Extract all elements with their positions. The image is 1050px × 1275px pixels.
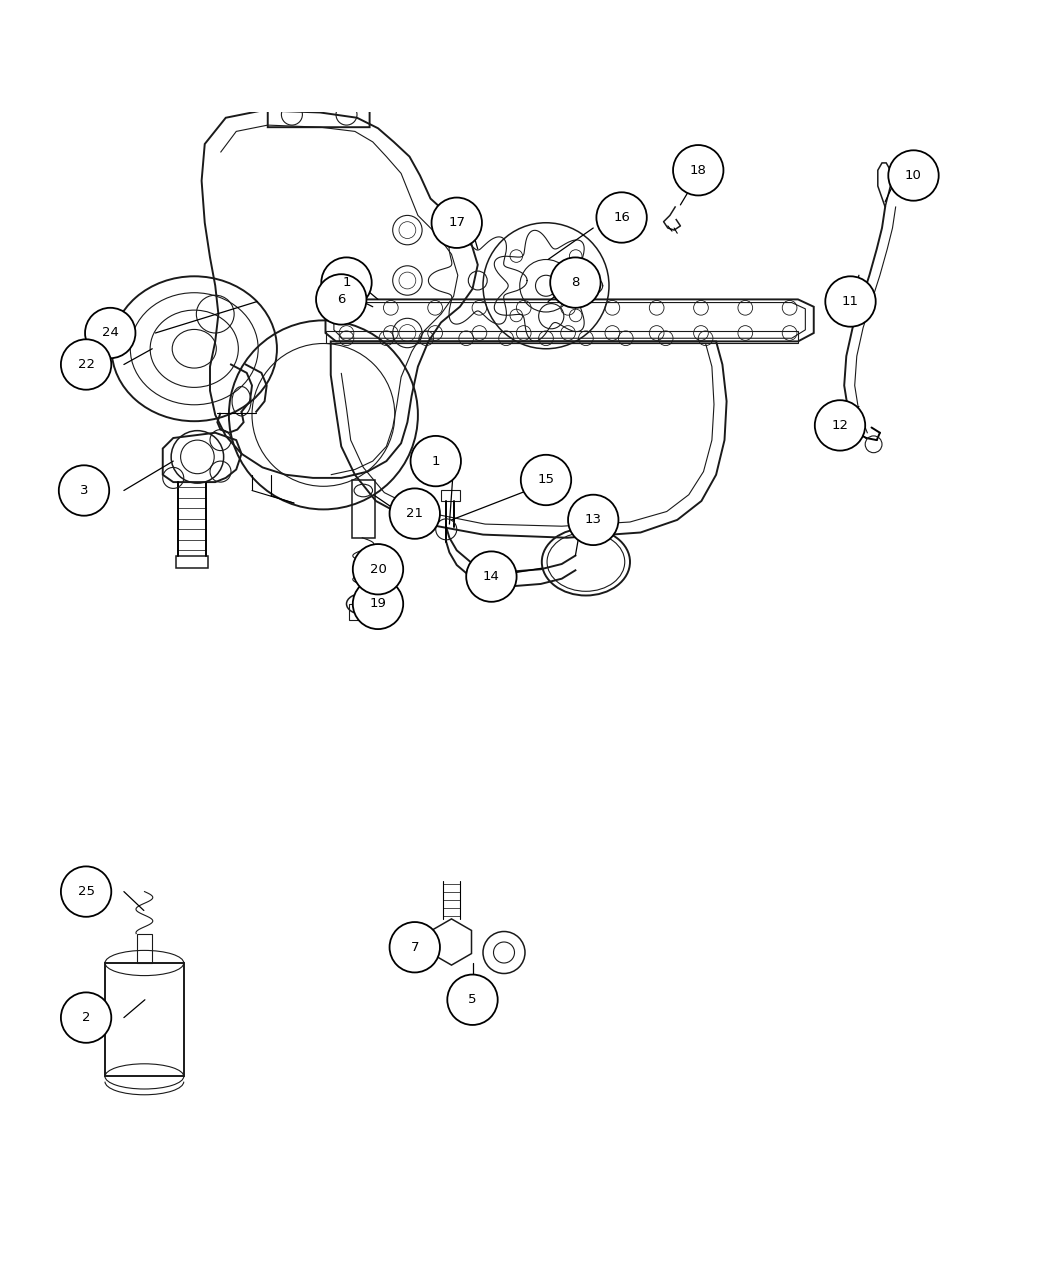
Text: 10: 10: [905, 170, 922, 182]
Circle shape: [550, 258, 601, 307]
Bar: [105, 963, 184, 1076]
Text: 21: 21: [406, 507, 423, 520]
Circle shape: [825, 277, 876, 326]
Circle shape: [61, 339, 111, 390]
Circle shape: [466, 551, 517, 602]
Circle shape: [447, 974, 498, 1025]
Text: 1: 1: [342, 277, 351, 289]
Circle shape: [673, 145, 723, 195]
Text: 17: 17: [448, 217, 465, 230]
Text: 16: 16: [613, 210, 630, 224]
Circle shape: [888, 150, 939, 200]
Circle shape: [61, 992, 111, 1043]
Circle shape: [61, 867, 111, 917]
Text: 22: 22: [78, 358, 94, 371]
Text: 1: 1: [432, 455, 440, 468]
Text: 20: 20: [370, 562, 386, 576]
Text: 14: 14: [483, 570, 500, 583]
Circle shape: [59, 465, 109, 515]
Text: 7: 7: [411, 941, 419, 954]
Text: 5: 5: [468, 993, 477, 1006]
Circle shape: [321, 258, 372, 307]
Text: 6: 6: [337, 293, 345, 306]
Circle shape: [568, 495, 618, 546]
Text: 25: 25: [78, 885, 94, 898]
Text: 8: 8: [571, 277, 580, 289]
Circle shape: [85, 307, 135, 358]
Circle shape: [353, 544, 403, 594]
Circle shape: [815, 400, 865, 450]
Circle shape: [316, 274, 366, 325]
Circle shape: [596, 193, 647, 242]
Circle shape: [432, 198, 482, 247]
Text: 15: 15: [538, 473, 554, 487]
Circle shape: [411, 436, 461, 486]
Text: 24: 24: [102, 326, 119, 339]
Bar: [136, 933, 152, 963]
Circle shape: [390, 922, 440, 973]
Text: 2: 2: [82, 1011, 90, 1024]
Bar: [352, 479, 375, 538]
Circle shape: [353, 579, 403, 629]
Text: 19: 19: [370, 598, 386, 611]
Circle shape: [390, 488, 440, 539]
Text: 3: 3: [80, 484, 88, 497]
Circle shape: [521, 455, 571, 505]
Text: 13: 13: [585, 514, 602, 527]
Text: 11: 11: [842, 295, 859, 309]
Text: 18: 18: [690, 163, 707, 177]
Text: 12: 12: [832, 419, 848, 432]
Bar: [349, 604, 378, 620]
